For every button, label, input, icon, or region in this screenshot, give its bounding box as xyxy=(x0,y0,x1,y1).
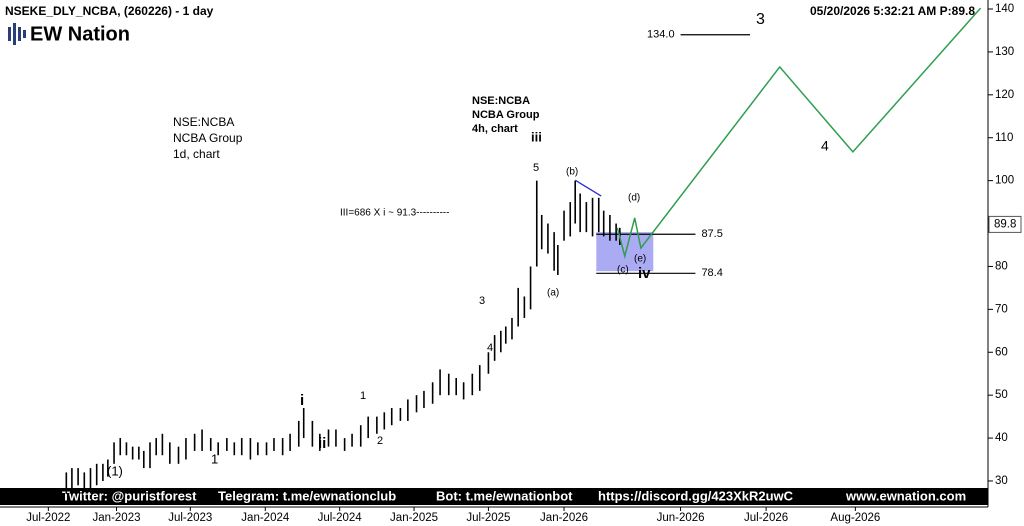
annotation: 1 xyxy=(211,451,218,466)
target-zone xyxy=(596,232,654,272)
footer-text: Twitter: @puristforest xyxy=(62,488,197,503)
annotation: 2 xyxy=(377,435,383,447)
annotation: (c) xyxy=(617,265,629,276)
annotation: 4 xyxy=(821,138,829,154)
y-tick-label: 50 xyxy=(995,389,1008,401)
annotation: 1d, chart xyxy=(173,147,220,161)
y-tick-label: 40 xyxy=(995,432,1008,444)
x-tick-label: Jan-2023 xyxy=(93,512,141,524)
projection-line xyxy=(616,7,982,260)
x-tick-label: Jun-2026 xyxy=(657,512,705,524)
x-tick-label: Jul-2023 xyxy=(168,512,212,524)
annotation: i xyxy=(300,392,304,409)
y-tick-label: 100 xyxy=(995,175,1014,187)
timestamp: 05/20/2026 5:32:21 AM P:89.8 xyxy=(810,4,975,18)
x-tick-label: Aug-2026 xyxy=(830,512,880,524)
last-price-label: 89.8 xyxy=(994,218,1016,230)
logo-icon xyxy=(8,23,26,45)
annotation: 3 xyxy=(479,295,485,307)
logo: EW Nation xyxy=(30,23,130,45)
footer-text: Telegram: t.me/ewnationclub xyxy=(218,488,396,503)
footer-text: Bot: t.me/ewnationbot xyxy=(436,488,573,503)
x-tick-label: Jul-2025 xyxy=(466,512,510,524)
level-label: 78.4 xyxy=(701,267,722,279)
y-tick-label: 60 xyxy=(995,346,1008,358)
level-label: 87.5 xyxy=(701,228,722,240)
x-tick-label: Jul-2024 xyxy=(318,512,363,524)
annotation: 4 xyxy=(487,342,493,354)
annotation: NCBA Group xyxy=(173,131,243,145)
level-label: 134.0 xyxy=(647,29,675,41)
footer-text: www.ewnation.com xyxy=(845,488,966,503)
annotation: NSE:NCBA xyxy=(472,95,530,107)
annotation: (d) xyxy=(628,193,640,204)
annotation: 3 xyxy=(756,11,765,28)
y-tick-label: 110 xyxy=(995,132,1013,144)
annotation: (a) xyxy=(547,288,559,299)
y-tick-label: 80 xyxy=(995,260,1008,272)
annotation: NSE:NCBA xyxy=(173,115,234,129)
annotation: 5 xyxy=(533,162,539,174)
x-tick-label: Jan-2025 xyxy=(390,512,438,524)
trendline xyxy=(574,179,602,197)
annotation: (b) xyxy=(566,167,578,178)
annotation: (1) xyxy=(107,463,123,478)
annotation: iii xyxy=(531,129,542,144)
annotation: 1 xyxy=(360,390,366,402)
annotation: (e) xyxy=(634,254,646,265)
x-tick-label: Jul-2022 xyxy=(26,512,70,524)
annotation: NCBA Group xyxy=(472,109,540,121)
x-tick-label: Jul-2026 xyxy=(744,512,788,524)
annotation: 4h, chart xyxy=(472,123,518,135)
y-tick-label: 30 xyxy=(995,475,1008,487)
y-tick-label: 140 xyxy=(995,3,1014,15)
y-tick-label: 120 xyxy=(995,89,1014,101)
x-tick-label: Jan-2026 xyxy=(540,512,588,524)
annotation: III=686 X i ~ 91.3---------- xyxy=(340,208,449,219)
symbol: NSEKE_DLY_NCBA, (260226) - 1 day xyxy=(5,4,214,18)
annotation: ii xyxy=(318,435,326,452)
x-tick-label: Jan-2024 xyxy=(241,512,290,524)
annotation: iv xyxy=(638,265,651,282)
footer-bar xyxy=(0,488,988,505)
last-price-box xyxy=(988,215,1022,233)
y-tick-label: 130 xyxy=(995,46,1014,58)
y-tick-label: 70 xyxy=(995,303,1008,315)
footer-text: https://discord.gg/423XkR2uwC xyxy=(598,488,794,503)
